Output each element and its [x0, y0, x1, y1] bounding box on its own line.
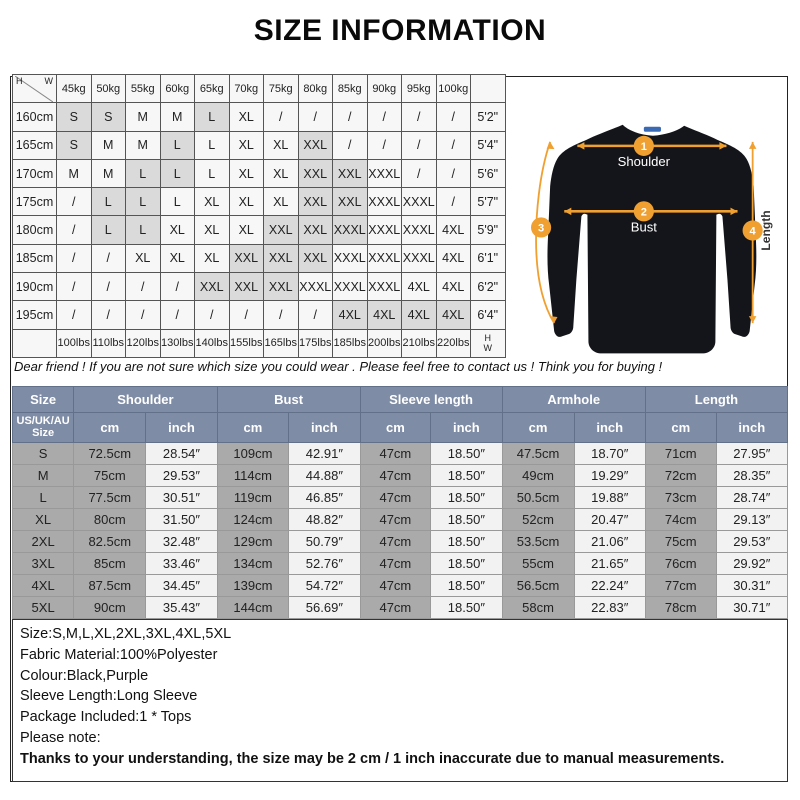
svg-text:2: 2: [641, 206, 647, 218]
svg-text:Sleeve: Sleeve: [530, 208, 532, 247]
svg-text:Shoulder: Shoulder: [618, 154, 671, 169]
svg-text:1: 1: [641, 141, 647, 153]
svg-text:Length: Length: [759, 210, 773, 250]
svg-text:3: 3: [538, 223, 544, 235]
svg-text:Bust: Bust: [631, 220, 658, 235]
svg-text:4: 4: [750, 226, 757, 238]
